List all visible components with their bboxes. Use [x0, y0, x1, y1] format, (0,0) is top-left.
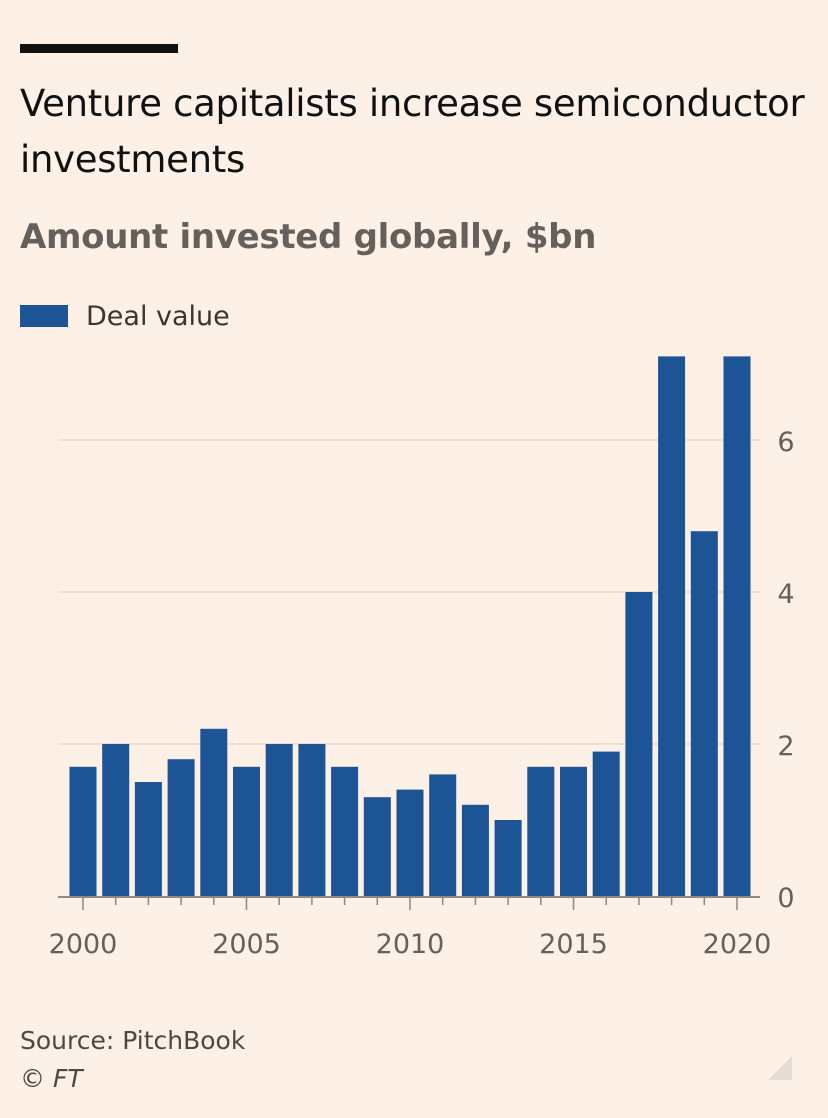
bar-2016 — [592, 751, 620, 896]
chart-title: Venture capitalists increase semiconduct… — [20, 82, 805, 181]
bars — [69, 356, 751, 896]
bar-2004 — [200, 728, 228, 896]
y-tick-label-2: 2 — [777, 731, 794, 762]
gridlines — [58, 439, 760, 745]
bar-2006 — [265, 744, 293, 896]
y-axis: 0 2 4 6 — [777, 427, 794, 914]
y-tick-label-6: 6 — [777, 427, 794, 458]
bar-2009 — [363, 797, 391, 896]
x-tick-label-2010: 2010 — [376, 929, 445, 960]
y-tick-label-4: 4 — [777, 579, 794, 610]
bar-2010 — [396, 789, 424, 896]
bar-2002 — [134, 782, 162, 896]
bar-2017 — [625, 592, 653, 896]
chart-subtitle: Amount invested globally, $bn — [20, 217, 597, 257]
bar-2008 — [331, 766, 359, 896]
bar-2011 — [429, 774, 457, 896]
bar-2018 — [658, 356, 686, 896]
legend-swatch-deal-value — [20, 305, 68, 327]
copyright-note: © FT — [20, 1064, 83, 1093]
top-rule — [20, 44, 178, 53]
bar-2019 — [690, 531, 718, 896]
legend: Deal value — [20, 296, 230, 336]
x-tick-label-2020: 2020 — [703, 929, 772, 960]
resize-grip-icon[interactable] — [768, 1056, 792, 1080]
x-tick-label-2000: 2000 — [49, 929, 118, 960]
bar-2000 — [69, 766, 97, 896]
bar-2012 — [461, 804, 489, 896]
legend-label-deal-value: Deal value — [86, 300, 230, 332]
bar-2013 — [494, 820, 522, 896]
bar-2005 — [233, 766, 260, 896]
bar-2007 — [298, 744, 326, 896]
source-note: Source: PitchBook — [20, 1026, 246, 1055]
bar-2003 — [167, 759, 195, 896]
bar-2020 — [723, 356, 751, 896]
bar-2001 — [102, 744, 130, 896]
x-axis: 2000 2005 2010 2015 2020 — [49, 896, 772, 960]
x-tick-label-2015: 2015 — [539, 929, 608, 960]
y-tick-label-0: 0 — [777, 883, 794, 914]
bar-chart: 2000 2005 2010 2015 2020 0 2 4 6 — [49, 356, 795, 960]
x-tick-label-2005: 2005 — [212, 929, 281, 960]
bar-2015 — [560, 766, 587, 896]
bar-2014 — [527, 766, 555, 896]
